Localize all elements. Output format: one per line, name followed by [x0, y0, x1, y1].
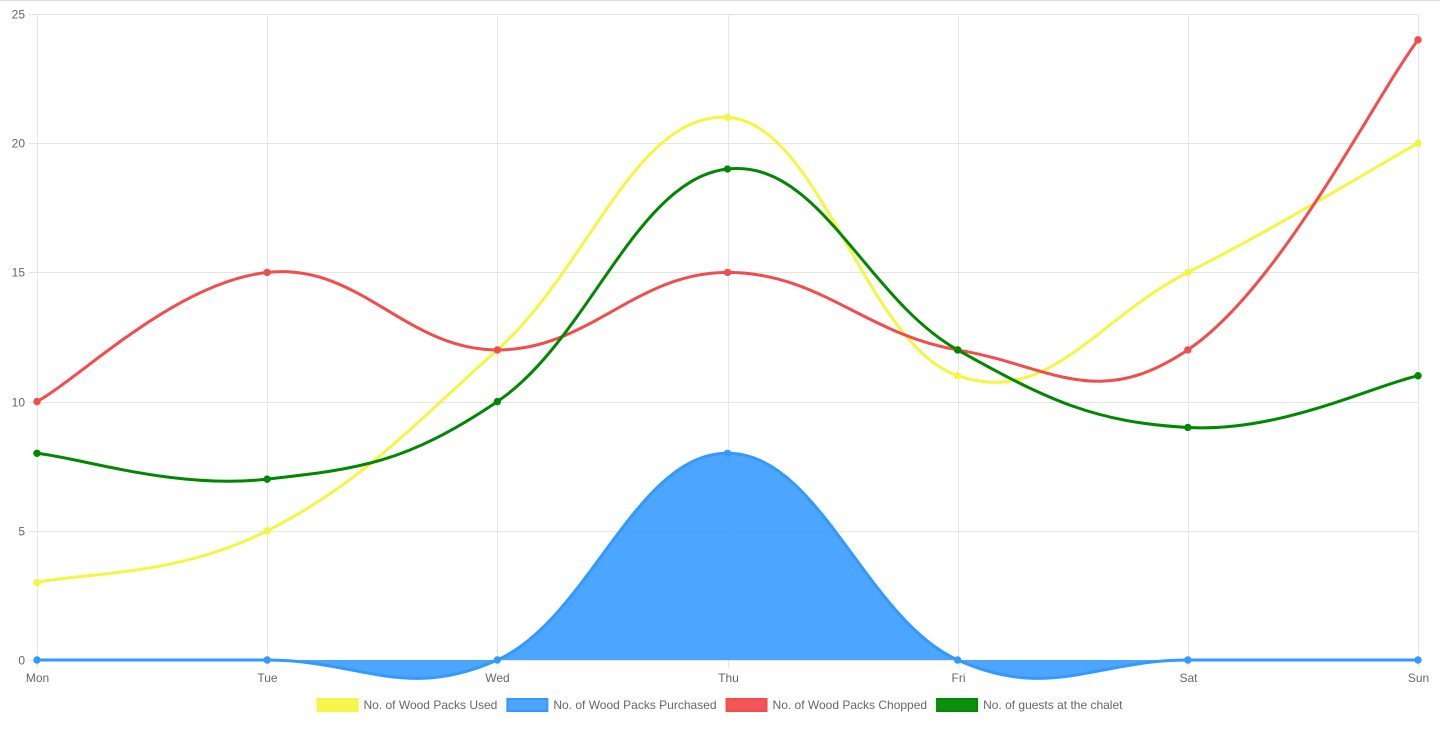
y-tick-label: 25: [12, 8, 26, 22]
legend-label: No. of Wood Packs Purchased: [553, 698, 716, 712]
legend-label: No. of Wood Packs Chopped: [773, 698, 928, 712]
point-layer: [33, 36, 1422, 664]
data-point[interactable]: [493, 397, 502, 406]
fill-layer: [37, 453, 1418, 679]
data-point[interactable]: [493, 656, 502, 664]
legend-label: No. of Wood Packs Used: [364, 698, 498, 712]
data-point[interactable]: [1184, 268, 1192, 277]
data-point[interactable]: [723, 113, 732, 122]
chart-legend: No. of Wood Packs Used No. of Wood Packs …: [316, 698, 1123, 712]
x-tick-label: Thu: [718, 671, 739, 685]
data-point[interactable]: [953, 346, 962, 354]
data-point[interactable]: [1414, 36, 1422, 44]
legend-swatch: [725, 698, 768, 712]
data-point[interactable]: [33, 397, 41, 406]
data-point[interactable]: [493, 346, 502, 354]
legend-item-4[interactable]: No. of guests at the chalet: [936, 698, 1123, 712]
x-tick-label: Fri: [952, 671, 966, 685]
data-point[interactable]: [263, 656, 271, 664]
data-point[interactable]: [1414, 372, 1422, 380]
tick-layer: 0 5 10 15 20 25 Mon Tue Wed Thu Fri Sat Sun: [12, 8, 1430, 686]
x-tick-label: Tue: [257, 671, 278, 685]
legend-swatch: [316, 698, 359, 712]
data-point[interactable]: [723, 449, 732, 457]
legend-item-3[interactable]: No. of Wood Packs Chopped: [725, 698, 928, 712]
x-tick-label: Sat: [1179, 671, 1198, 685]
series-line-4: [35, 167, 1420, 483]
data-point[interactable]: [1414, 139, 1422, 147]
legend-swatch: [936, 698, 979, 712]
series-area-2: [37, 453, 1418, 679]
legend-label: No. of guests at the chalet: [983, 698, 1123, 712]
series-line-3: [35, 38, 1420, 404]
legend-item-1[interactable]: No. of Wood Packs Used: [316, 698, 498, 712]
data-point[interactable]: [33, 449, 41, 457]
data-point[interactable]: [1184, 423, 1192, 432]
data-point[interactable]: [723, 165, 732, 173]
y-tick-label: 20: [12, 137, 26, 151]
data-point[interactable]: [263, 268, 271, 277]
y-tick-label: 0: [18, 654, 25, 668]
x-tick-label: Sun: [1408, 671, 1429, 685]
legend-item-2[interactable]: No. of Wood Packs Purchased: [506, 698, 717, 712]
data-point[interactable]: [33, 578, 41, 587]
data-point[interactable]: [953, 372, 962, 380]
legend-swatch: [506, 698, 549, 712]
x-tick-label: Wed: [485, 671, 509, 685]
y-tick-label: 10: [12, 396, 26, 410]
data-point[interactable]: [723, 268, 732, 277]
data-point[interactable]: [1184, 656, 1192, 664]
data-point[interactable]: [33, 656, 41, 664]
y-tick-label: 15: [12, 266, 26, 280]
data-point[interactable]: [263, 527, 271, 535]
data-point[interactable]: [263, 475, 271, 483]
data-point[interactable]: [953, 656, 962, 664]
data-point[interactable]: [1184, 346, 1192, 354]
data-point[interactable]: [1414, 656, 1422, 664]
x-tick-label: Mon: [26, 671, 49, 685]
y-tick-label: 5: [18, 525, 25, 539]
